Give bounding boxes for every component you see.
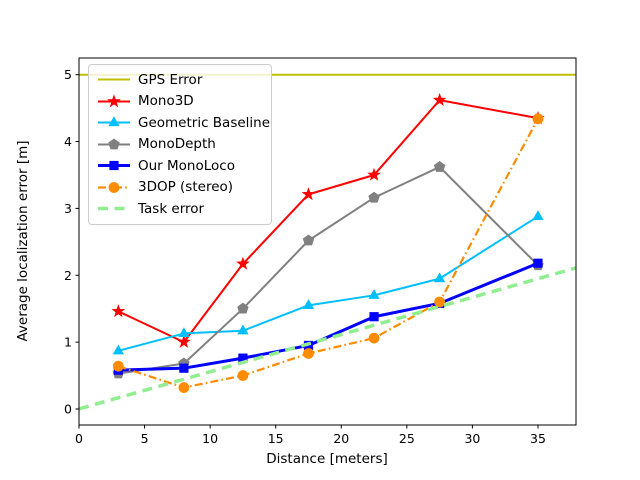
legend-entry: Geometric Baseline <box>89 112 271 134</box>
legend-sample-none-line <box>98 207 130 211</box>
data-point-marker <box>237 370 249 381</box>
legend-label: Geometric Baseline <box>138 114 271 131</box>
data-point-marker <box>434 272 446 283</box>
data-point-marker <box>368 332 380 344</box>
legend-sample-marker <box>108 138 120 150</box>
y-tick-label: 5 <box>64 67 72 82</box>
data-point-marker <box>532 113 544 125</box>
legend-sample-none-line <box>98 78 130 81</box>
legend-sample-pentagon-line <box>98 138 130 150</box>
data-point-marker <box>112 344 124 355</box>
data-point-marker <box>368 191 380 203</box>
legend-sample-star-line <box>98 94 130 108</box>
data-point-marker <box>179 363 189 373</box>
y-tick-label: 3 <box>64 201 72 216</box>
series-line <box>78 266 577 411</box>
legend-label: GPS Error <box>138 71 203 88</box>
data-point-marker <box>237 324 249 335</box>
series-line <box>118 261 539 372</box>
legend-entry: MonoDepth <box>89 134 271 156</box>
y-tick-label: 4 <box>64 134 72 149</box>
x-axis-label: Distance [meters] <box>266 451 388 467</box>
legend-entry: Mono3D <box>89 91 271 113</box>
data-point-marker <box>368 289 380 299</box>
x-tick-label: 15 <box>268 431 284 446</box>
legend-sample-marker <box>109 161 119 171</box>
x-tick-label: 0 <box>75 431 83 446</box>
data-point-marker <box>301 187 316 201</box>
y-axis-label: Average localization error [m] <box>15 140 31 341</box>
y-tick-label: 1 <box>64 335 72 350</box>
data-point-marker <box>302 234 315 246</box>
legend-entry: GPS Error <box>89 69 271 91</box>
data-point-marker <box>533 258 543 268</box>
data-point-marker <box>178 382 190 393</box>
legend-sample-triangle-line <box>98 116 130 127</box>
data-point-marker <box>177 334 191 348</box>
series-our-monoloco <box>113 258 543 375</box>
legend: GPS Error Mono3D Geometric Baseline MonoDep… <box>88 64 272 225</box>
data-point-marker <box>303 348 314 359</box>
x-tick-label: 10 <box>202 431 218 446</box>
series-geometric-baseline <box>112 210 544 355</box>
legend-entry: 3DOP (stereo) <box>89 177 271 199</box>
legend-sample-square-line <box>98 161 130 171</box>
data-point-marker <box>532 210 544 221</box>
x-tick-label: 30 <box>464 431 480 446</box>
series-3dop-stereo- <box>112 113 544 393</box>
legend-sample-circle-line <box>98 181 130 193</box>
y-tick-label: 2 <box>64 268 72 283</box>
plot-border <box>78 57 577 426</box>
data-point-marker <box>369 312 379 322</box>
legend-label: Our MonoLoco <box>138 157 235 174</box>
plot-area: 0 5 10 15 20 25 30 35 0 1 2 3 4 5 <box>64 57 577 446</box>
legend-entry: Our MonoLoco <box>89 155 271 177</box>
data-point-marker <box>434 296 446 308</box>
data-point-marker <box>178 327 190 338</box>
data-point-marker <box>432 92 447 106</box>
series-task-error <box>78 266 577 411</box>
data-point-marker <box>302 299 315 309</box>
data-point-marker <box>236 256 250 270</box>
legend-sample-marker <box>107 94 121 108</box>
data-point-marker <box>111 304 126 318</box>
data-point-marker <box>367 167 381 181</box>
legend-sample-marker <box>108 181 120 193</box>
x-tick-label: 25 <box>399 431 415 446</box>
x-tick-label: 35 <box>530 431 546 446</box>
data-point-marker <box>112 360 124 372</box>
legend-label: Task error <box>138 200 205 217</box>
data-point-marker <box>237 302 249 314</box>
legend-label: MonoDepth <box>138 136 216 153</box>
y-tick-label: 0 <box>64 401 72 416</box>
series-line <box>118 215 539 352</box>
legend-label: Mono3D <box>138 93 194 110</box>
legend-entry: Task error <box>89 198 271 220</box>
x-tick-label: 20 <box>333 431 349 446</box>
legend-sample-marker <box>108 116 120 127</box>
x-tick-label: 5 <box>141 431 149 446</box>
data-point-marker <box>433 160 446 172</box>
legend-label: 3DOP (stereo) <box>138 179 234 196</box>
